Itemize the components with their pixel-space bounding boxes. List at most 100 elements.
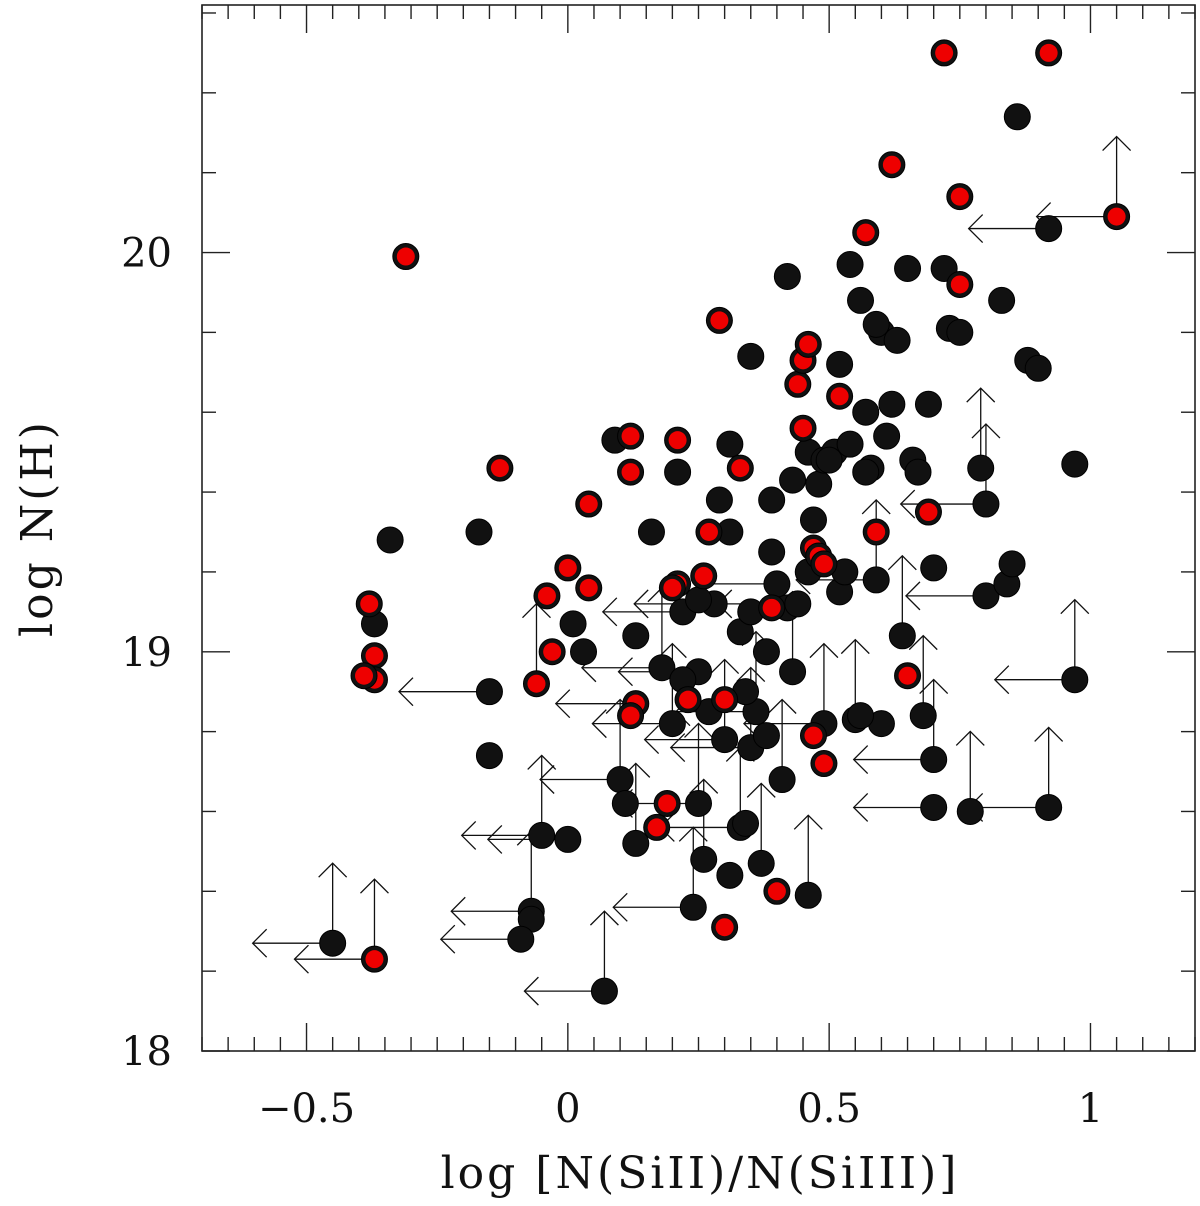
red-data-point bbox=[867, 522, 886, 541]
arrow-head bbox=[887, 554, 917, 571]
black-data-point bbox=[1035, 793, 1063, 821]
black-data-point bbox=[752, 722, 780, 750]
y-tick-label: 19 bbox=[121, 630, 172, 676]
black-data-point bbox=[904, 458, 932, 486]
red-data-point bbox=[527, 674, 546, 693]
arrow-head bbox=[612, 892, 628, 922]
arrow-head bbox=[617, 657, 633, 687]
black-data-point bbox=[784, 590, 812, 618]
red-data-point bbox=[715, 690, 734, 709]
black-data-point bbox=[758, 538, 786, 566]
arrow-head bbox=[460, 820, 477, 850]
arrow-head bbox=[1102, 135, 1132, 152]
black-data-point bbox=[888, 622, 916, 650]
black-data-point bbox=[758, 486, 786, 514]
red-data-point bbox=[579, 578, 598, 597]
data-points bbox=[319, 39, 1131, 1005]
arrow-head bbox=[643, 725, 660, 755]
red-data-point bbox=[804, 726, 823, 745]
arrow-head bbox=[955, 730, 985, 746]
y-tick-label: 20 bbox=[121, 231, 172, 277]
arrow-head bbox=[852, 793, 869, 822]
red-data-point bbox=[490, 459, 509, 478]
black-data-point bbox=[773, 262, 801, 290]
black-data-point bbox=[1035, 215, 1063, 243]
black-data-point bbox=[737, 342, 765, 370]
arrow-head bbox=[527, 754, 557, 770]
red-data-point bbox=[663, 578, 682, 597]
black-data-point bbox=[847, 702, 875, 730]
tick-labels: −0.5 0 0.5 1 18 19 20 bbox=[121, 231, 1103, 1132]
black-data-point bbox=[705, 486, 733, 514]
red-data-point bbox=[814, 554, 833, 573]
red-data-point bbox=[365, 646, 384, 665]
red-data-point bbox=[814, 754, 833, 773]
red-data-point bbox=[621, 706, 640, 725]
black-data-point bbox=[658, 710, 686, 738]
black-data-point bbox=[752, 638, 780, 666]
x-axis-title: log [N(SiII)/N(SiIII)] bbox=[441, 1148, 960, 1199]
red-data-point bbox=[558, 558, 577, 577]
black-data-point bbox=[1024, 354, 1052, 382]
red-data-point bbox=[710, 311, 729, 330]
black-data-point bbox=[878, 390, 906, 418]
red-data-point bbox=[919, 503, 938, 522]
x-tick-label: 0.5 bbox=[797, 1086, 861, 1132]
red-data-point bbox=[537, 586, 556, 605]
red-data-point bbox=[788, 375, 807, 394]
black-data-point bbox=[685, 586, 712, 614]
black-data-point bbox=[1061, 450, 1089, 478]
black-data-point bbox=[914, 390, 942, 418]
arrow-head bbox=[919, 678, 949, 695]
red-data-point bbox=[830, 387, 849, 406]
black-data-point bbox=[972, 490, 1000, 518]
red-data-point bbox=[1039, 43, 1058, 62]
black-data-point bbox=[768, 766, 796, 794]
red-data-point bbox=[543, 642, 562, 661]
black-data-point bbox=[622, 622, 650, 650]
black-data-point bbox=[590, 977, 618, 1005]
arrow-head bbox=[589, 910, 619, 926]
red-data-point bbox=[658, 794, 677, 813]
black-data-point bbox=[554, 825, 582, 853]
arrow-head bbox=[523, 976, 539, 1006]
black-data-point bbox=[679, 893, 707, 921]
black-data-point bbox=[826, 350, 854, 378]
red-data-point bbox=[365, 950, 384, 969]
red-data-point bbox=[621, 463, 640, 482]
black-data-point bbox=[815, 446, 843, 474]
black-data-point bbox=[1061, 666, 1089, 694]
left-arrow bbox=[398, 677, 479, 707]
arrow-head bbox=[767, 698, 797, 714]
arrow-head bbox=[967, 214, 984, 244]
arrow-head bbox=[398, 677, 414, 707]
black-data-point bbox=[805, 470, 833, 498]
x-tick-label: 1 bbox=[1078, 1086, 1103, 1132]
red-data-point bbox=[396, 247, 415, 266]
black-data-point bbox=[909, 702, 937, 730]
black-data-point bbox=[507, 925, 535, 953]
arrow-head bbox=[809, 642, 839, 659]
arrow-head bbox=[852, 745, 869, 775]
red-data-point bbox=[767, 882, 786, 901]
black-data-point bbox=[956, 797, 984, 825]
arrow-head bbox=[840, 638, 870, 655]
black-data-point bbox=[559, 610, 587, 638]
arrow-head bbox=[539, 765, 555, 794]
black-data-point bbox=[465, 518, 493, 546]
black-data-point bbox=[836, 251, 864, 279]
arrow-head bbox=[908, 634, 938, 651]
arrow-head bbox=[591, 709, 607, 739]
black-data-point bbox=[319, 929, 347, 957]
black-data-point bbox=[664, 458, 692, 486]
black-data-point bbox=[852, 458, 880, 486]
black-data-point bbox=[648, 654, 676, 682]
red-data-point bbox=[1107, 207, 1126, 226]
arrow-head bbox=[554, 689, 571, 719]
arrow-head bbox=[318, 862, 348, 878]
black-data-point bbox=[611, 789, 639, 817]
arrow-head bbox=[657, 642, 687, 659]
black-data-point bbox=[920, 746, 948, 774]
arrow-head bbox=[971, 423, 1001, 439]
red-data-point bbox=[699, 522, 718, 541]
